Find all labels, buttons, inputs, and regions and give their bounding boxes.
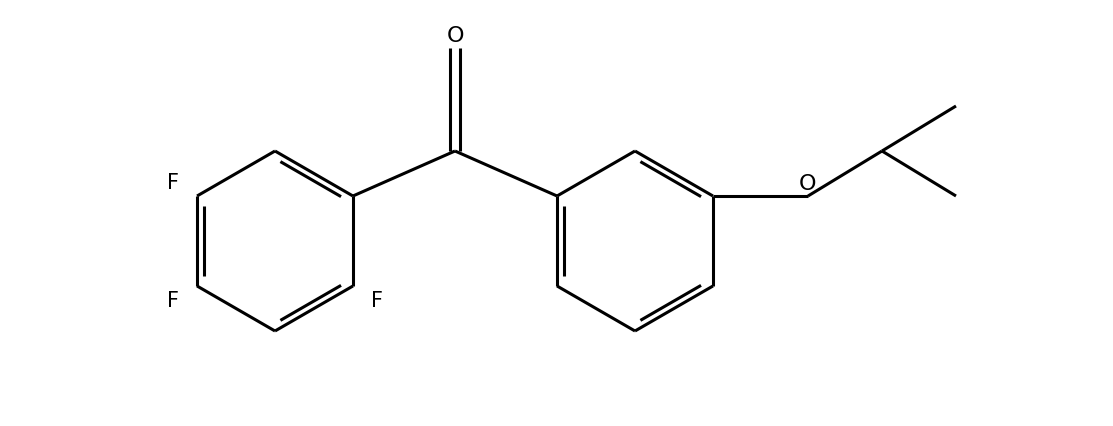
Text: F: F — [372, 290, 383, 310]
Text: O: O — [799, 173, 817, 193]
Text: F: F — [167, 290, 179, 310]
Text: O: O — [446, 26, 464, 46]
Text: F: F — [167, 173, 179, 193]
